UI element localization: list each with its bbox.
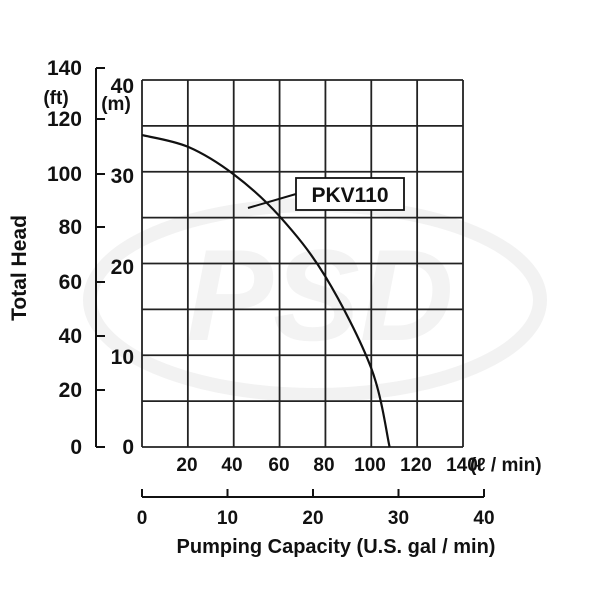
x-axis-gpm-tick-label: 0	[137, 508, 148, 529]
x-axis-lpm-tick-label: 20	[176, 455, 197, 476]
x-axis-lpm-tick-label: 80	[313, 455, 334, 476]
grid	[141, 79, 464, 448]
y-axis-title: Total Head	[8, 215, 31, 321]
series-label-pkv110: PKV110	[311, 184, 388, 207]
callout-box	[295, 177, 405, 211]
y-axis-ft-unit-label: (ft)	[43, 88, 68, 109]
watermark-text: PSD	[186, 222, 453, 368]
y-axis-m-tick-label: 30	[111, 165, 134, 188]
y-axis-m-unit-label: (m)	[101, 94, 131, 115]
series-line-pkv110	[141, 134, 391, 448]
x-axis-title: Pumping Capacity (U.S. gal / min)	[177, 536, 496, 558]
x-axis-lpm-tick-label: 100	[354, 455, 386, 476]
y-axis-ft-tick-label: 0	[70, 436, 82, 459]
watermark-logo: PSD	[83, 198, 547, 402]
y-axis-ft-tick-label: 60	[59, 271, 82, 294]
x-axis-lpm-unit-label: (ℓ / min)	[470, 455, 542, 476]
x-axis-gpm-tick-label: 30	[388, 508, 409, 529]
y-axis-m-tick-label: 40	[111, 75, 134, 98]
series-callout: PKV110	[247, 177, 405, 211]
y-axis-ft-tick-label: 120	[47, 108, 82, 131]
x-axis-lpm-tick-label: 60	[268, 455, 289, 476]
callout-leader-line	[247, 193, 297, 209]
x-axis-gpm-tick-label: 40	[473, 508, 494, 529]
y-axis-m-tick-label: 0	[122, 436, 134, 459]
x-axis-lpm-tick-label: 40	[221, 455, 242, 476]
y-axis-m-tick-label: 10	[111, 346, 134, 369]
axes	[95, 67, 485, 498]
x-axis-gpm-tick-label: 10	[217, 508, 238, 529]
y-axis-ft-tick-label: 140	[47, 57, 82, 80]
y-axis-ft-tick-label: 40	[59, 325, 82, 348]
y-axis-ft-tick-label: 80	[59, 216, 82, 239]
y-axis-m-tick-label: 20	[111, 256, 134, 279]
y-axis-ft-tick-label: 20	[59, 379, 82, 402]
x-axis-gpm-tick-label: 20	[302, 508, 323, 529]
y-axis-ft-tick-label: 100	[47, 163, 82, 186]
x-axis-lpm-tick-label: 120	[400, 455, 432, 476]
x-axis-lpm-tick-label: 140	[446, 455, 478, 476]
